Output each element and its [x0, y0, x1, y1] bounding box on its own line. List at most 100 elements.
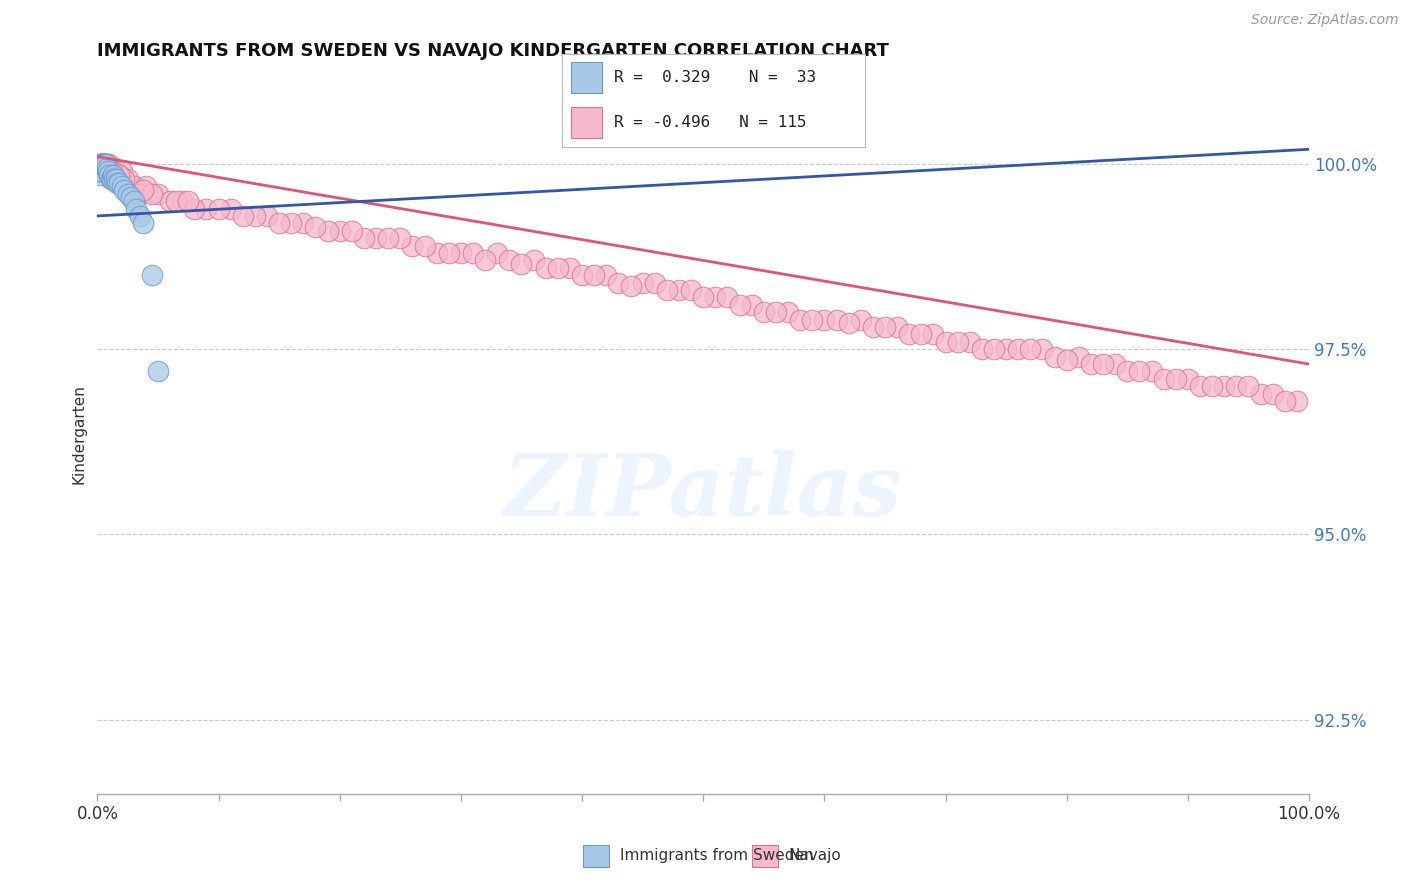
Point — [1213, 379, 1236, 393]
Point — [1177, 372, 1199, 386]
Point — [117, 172, 139, 186]
Point — [120, 190, 142, 204]
Point — [668, 283, 690, 297]
Point — [849, 312, 872, 326]
Point — [135, 179, 157, 194]
Point — [100, 172, 122, 186]
Point — [96, 157, 118, 171]
Point — [461, 246, 484, 260]
Point — [93, 157, 115, 171]
Point — [716, 290, 738, 304]
Point — [922, 327, 945, 342]
Point — [141, 186, 163, 201]
Point — [1140, 364, 1163, 378]
Point — [486, 246, 509, 260]
Point — [1007, 343, 1029, 357]
Point — [1031, 343, 1053, 357]
Point — [243, 209, 266, 223]
Point — [256, 209, 278, 223]
Point — [108, 176, 131, 190]
Point — [91, 157, 114, 171]
Point — [110, 164, 132, 178]
Point — [619, 279, 641, 293]
Point — [1104, 357, 1126, 371]
Point — [340, 224, 363, 238]
Point — [195, 202, 218, 216]
Point — [862, 320, 884, 334]
Point — [1128, 364, 1150, 378]
Point — [1043, 350, 1066, 364]
Point — [94, 157, 117, 171]
Point — [93, 157, 115, 171]
Y-axis label: Kindergarten: Kindergarten — [72, 384, 86, 484]
Point — [389, 231, 412, 245]
Point — [681, 283, 703, 297]
Point — [426, 246, 449, 260]
Point — [207, 202, 229, 216]
Point — [1056, 353, 1078, 368]
Point — [959, 334, 981, 349]
Point — [232, 209, 254, 223]
Point — [96, 161, 118, 175]
Point — [752, 305, 775, 319]
Point — [122, 194, 145, 208]
Point — [177, 194, 200, 208]
Point — [401, 238, 423, 252]
Point — [1067, 350, 1090, 364]
Point — [98, 157, 121, 171]
Point — [128, 186, 150, 201]
Point — [377, 231, 399, 245]
Point — [132, 183, 155, 197]
Point — [983, 343, 1005, 357]
Text: Immigrants from Sweden: Immigrants from Sweden — [620, 848, 814, 863]
Point — [103, 172, 125, 186]
Point — [1019, 343, 1042, 357]
Point — [886, 320, 908, 334]
Point — [813, 312, 835, 326]
Point — [776, 305, 799, 319]
Point — [93, 157, 115, 171]
Point — [108, 168, 131, 182]
Text: R =  0.329    N =  33: R = 0.329 N = 33 — [614, 70, 815, 85]
Point — [117, 186, 139, 201]
Point — [146, 186, 169, 201]
Point — [692, 290, 714, 304]
Point — [413, 238, 436, 252]
Point — [364, 231, 387, 245]
Point — [946, 334, 969, 349]
Point — [94, 157, 117, 171]
Point — [304, 220, 326, 235]
Point — [873, 320, 896, 334]
Point — [534, 260, 557, 275]
Point — [898, 327, 921, 342]
Point — [1092, 357, 1115, 371]
Point — [122, 179, 145, 194]
Point — [595, 268, 617, 283]
Point — [128, 209, 150, 223]
Point — [522, 253, 544, 268]
Text: ZIPatlas: ZIPatlas — [505, 450, 903, 533]
Point — [1189, 379, 1212, 393]
Text: IMMIGRANTS FROM SWEDEN VS NAVAJO KINDERGARTEN CORRELATION CHART: IMMIGRANTS FROM SWEDEN VS NAVAJO KINDERG… — [97, 42, 889, 60]
Point — [112, 172, 135, 186]
Point — [93, 157, 115, 171]
Point — [838, 316, 860, 330]
Point — [1225, 379, 1247, 393]
Point — [825, 312, 848, 326]
Point — [935, 334, 957, 349]
Point — [970, 343, 993, 357]
Point — [165, 194, 187, 208]
Point — [90, 157, 112, 171]
Point — [104, 164, 127, 178]
Point — [91, 157, 114, 171]
Point — [97, 164, 120, 178]
Text: Navajo: Navajo — [789, 848, 842, 863]
Point — [571, 268, 593, 283]
Point — [172, 194, 194, 208]
Point — [765, 305, 787, 319]
Point — [1237, 379, 1260, 393]
Point — [1250, 386, 1272, 401]
Point — [583, 268, 606, 283]
Point — [89, 164, 111, 178]
Point — [910, 327, 932, 342]
